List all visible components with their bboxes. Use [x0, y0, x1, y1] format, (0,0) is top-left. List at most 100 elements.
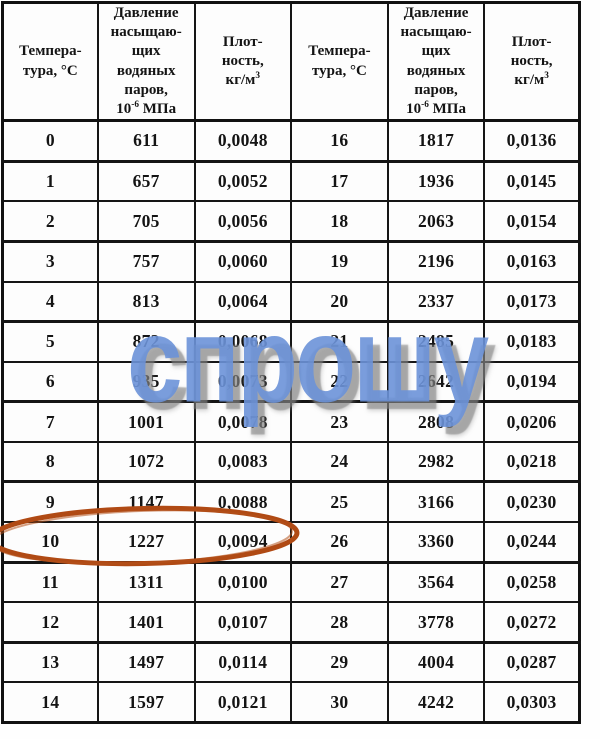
- table-cell: 22: [289, 360, 389, 403]
- table-cell: 16: [289, 119, 389, 163]
- table-cell: 7: [1, 400, 99, 443]
- table-cell: 11: [1, 560, 99, 604]
- header-line: насыщаю-: [400, 24, 472, 41]
- table-cell: 0,0258: [483, 560, 581, 604]
- col-header-density-right: Плот- ность, кг/м3: [483, 1, 581, 123]
- table-cell: 0,0052: [193, 159, 292, 203]
- table-cell: 28: [289, 601, 389, 644]
- header-line: Давление: [403, 5, 469, 21]
- table-cell: 1401: [96, 601, 196, 644]
- table-cell: 10: [1, 521, 99, 564]
- table-cell: 0,0244: [483, 521, 581, 564]
- table-cell: 1072: [96, 440, 196, 483]
- table-cell: 0,0068: [193, 320, 292, 363]
- table-row: 0 611 0,0048 16 1817 0,0136: [1, 119, 581, 163]
- table-row: 7 1001 0,0078 23 2808 0,0206: [1, 400, 581, 443]
- table-cell: 2485: [386, 320, 486, 363]
- header-line: Плот-: [511, 33, 552, 50]
- table-cell: 0,0094: [193, 521, 292, 564]
- table-cell: 705: [96, 200, 196, 243]
- table-body: 0 611 0,0048 16 1817 0,0136 1 657 0,0052 17 1936 0,…: [1, 119, 581, 724]
- table-cell: 611: [96, 119, 196, 163]
- table-cell: 30: [289, 681, 389, 724]
- table-cell: 1497: [96, 640, 196, 684]
- table-cell: 3564: [386, 560, 486, 604]
- col-header-temperature-left: Темпера- тура, °С: [1, 1, 99, 123]
- table-cell: 21: [289, 320, 389, 363]
- header-line: насыщаю-: [110, 24, 182, 41]
- table-cell: 813: [96, 280, 196, 323]
- table-cell: 0,0073: [193, 360, 292, 403]
- density-unit: кг/м3: [514, 71, 549, 89]
- header-line: щих: [131, 43, 161, 60]
- table-cell: 23: [289, 400, 389, 443]
- table-cell: 0,0206: [483, 400, 581, 443]
- table-cell: 0,0136: [483, 119, 581, 163]
- table-cell: 4: [1, 280, 99, 323]
- table-cell: 2337: [386, 280, 486, 323]
- table-cell: 0,0107: [193, 601, 292, 644]
- table-cell: 4242: [386, 681, 486, 724]
- table-cell: 757: [96, 239, 196, 283]
- header-line: ность,: [510, 52, 553, 69]
- col-header-density-left: Плот- ность, кг/м3: [193, 1, 292, 123]
- table-row: 13 1497 0,0114 29 4004 0,0287: [1, 640, 581, 684]
- table-cell: 18: [289, 200, 389, 243]
- table-cell: 0,0194: [483, 360, 581, 403]
- table-cell: 0: [1, 119, 99, 163]
- table-row: 12 1401 0,0107 28 3778 0,0272: [1, 601, 581, 644]
- table-cell: 29: [289, 640, 389, 684]
- table-cell: 13: [1, 640, 99, 684]
- table-cell: 0,0173: [483, 280, 581, 323]
- table-cell: 20: [289, 280, 389, 323]
- table-row: 6 935 0,0073 22 2642 0,0194: [1, 360, 581, 403]
- table-cell: 2808: [386, 400, 486, 443]
- table-cell: 2982: [386, 440, 486, 483]
- table-cell: 3: [1, 239, 99, 283]
- table-cell: 0,0303: [483, 681, 581, 724]
- table-cell: 935: [96, 360, 196, 403]
- table-cell: 1001: [96, 400, 196, 443]
- header-line: ность,: [221, 52, 264, 69]
- header-line: Плот-: [222, 33, 263, 50]
- table-cell: 0,0145: [483, 159, 581, 203]
- header-line: Давление: [113, 5, 179, 21]
- table-cell: 0,0048: [193, 119, 292, 163]
- vapor-pressure-density-table: Темпера- тура, °С Давление насыщаю- щих …: [1, 1, 581, 725]
- table-cell: 1: [1, 159, 99, 203]
- header-line: Темпера-: [19, 43, 82, 60]
- table-row: 1 657 0,0052 17 1936 0,0145: [1, 159, 581, 203]
- header-line: щих: [421, 43, 451, 60]
- table-cell: 872: [96, 320, 196, 363]
- table-row: 14 1597 0,0121 30 4242 0,0303: [1, 681, 581, 724]
- table-cell: 4004: [386, 640, 486, 684]
- col-header-pressure-left: Давление насыщаю- щих водяных паров, 10-…: [96, 1, 196, 123]
- header-line: тура, °С: [22, 62, 78, 79]
- pressure-unit: 10-6 МПа: [116, 99, 177, 117]
- header-line: водяных: [406, 62, 466, 79]
- table-cell: 25: [289, 480, 389, 524]
- table-cell: 0,0056: [193, 200, 292, 243]
- table-cell: 14: [1, 681, 99, 724]
- header-line: тура, °С: [312, 62, 367, 79]
- table-cell: 2: [1, 200, 99, 243]
- table-cell: 26: [289, 521, 389, 564]
- table-cell: 0,0083: [193, 440, 292, 483]
- table-row: 4 813 0,0064 20 2337 0,0173: [1, 280, 581, 323]
- table-cell: 6: [1, 360, 99, 403]
- table-cell: 8: [1, 440, 99, 483]
- pressure-unit: 10-6 МПа: [406, 99, 466, 117]
- table-cell: 5: [1, 320, 99, 363]
- table-cell: 9: [1, 480, 99, 524]
- table-cell: 1311: [96, 560, 196, 604]
- table-cell: 0,0064: [193, 280, 292, 323]
- table-row: 11 1311 0,0100 27 3564 0,0258: [1, 560, 581, 604]
- header-line: паров,: [414, 81, 458, 98]
- table-cell: 0,0121: [193, 681, 292, 724]
- header-line: паров,: [124, 81, 168, 98]
- table-cell: 657: [96, 159, 196, 203]
- table-cell: 0,0272: [483, 601, 581, 644]
- table-row: 9 1147 0,0088 25 3166 0,0230: [1, 480, 581, 524]
- table-cell: 1147: [96, 480, 196, 524]
